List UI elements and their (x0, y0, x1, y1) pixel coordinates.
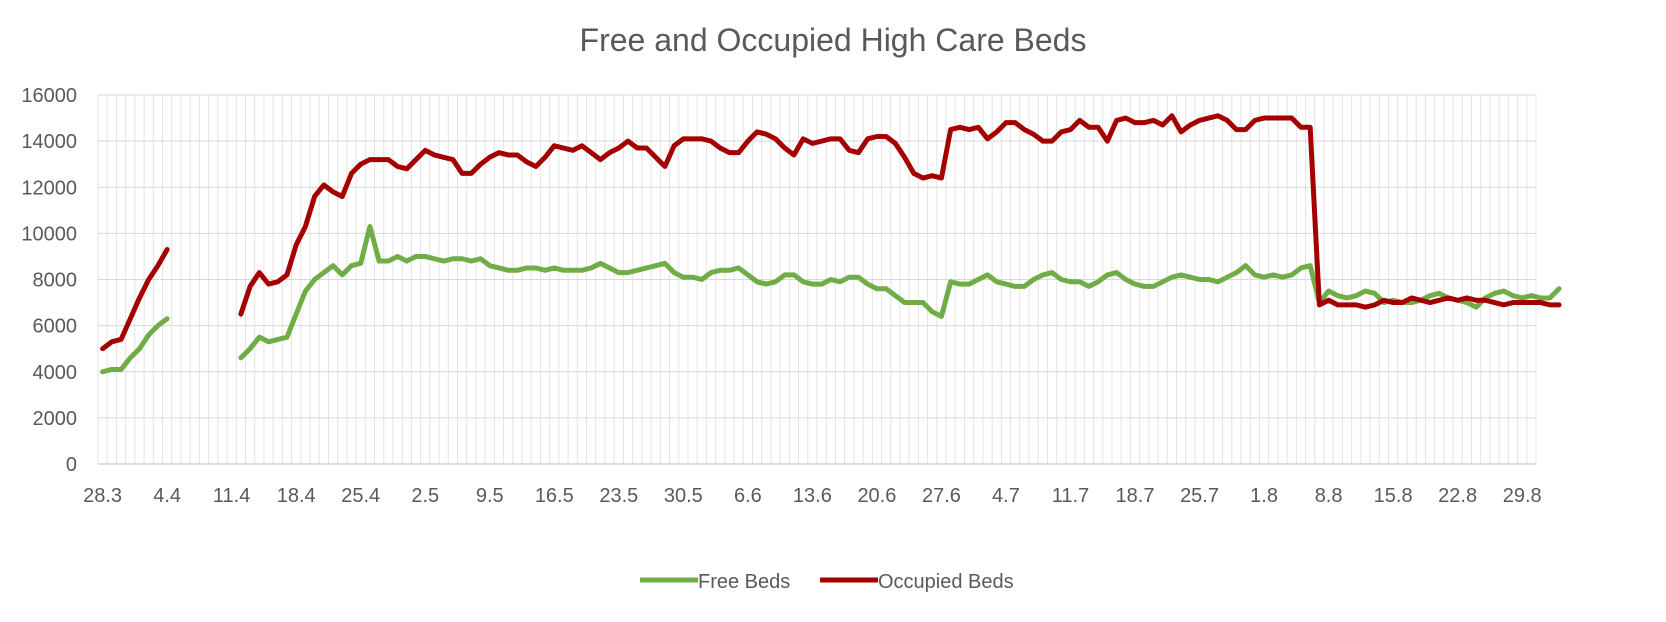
series-line-free-beds (238, 223, 1562, 361)
x-tick-label: 25.7 (1180, 485, 1219, 507)
x-tick-label: 11.7 (1052, 485, 1089, 507)
series-line-occupied-beds (100, 247, 170, 352)
y-tick-label: 10000 (21, 223, 77, 245)
y-tick-label: 16000 (21, 85, 77, 107)
legend-label: Occupied Beds (878, 571, 1014, 593)
y-tick-label: 4000 (33, 362, 78, 384)
legend-label: Free Beds (698, 571, 790, 593)
series-line-free-beds (100, 316, 170, 375)
x-tick-label: 2.5 (411, 485, 439, 507)
x-tick-label: 30.5 (664, 485, 703, 507)
y-tick-label: 12000 (21, 177, 77, 199)
x-tick-label: 4.4 (153, 485, 181, 507)
series-layer (100, 113, 1562, 375)
series-line-occupied-beds (238, 113, 1562, 317)
x-tick-label: 25.4 (341, 485, 380, 507)
x-tick-label: 18.4 (277, 485, 316, 507)
x-tick-label: 16.5 (535, 485, 574, 507)
x-tick-label: 11.4 (213, 485, 250, 507)
x-tick-label: 1.8 (1250, 485, 1278, 507)
x-tick-label: 23.5 (599, 485, 638, 507)
x-tick-label: 9.5 (476, 485, 504, 507)
y-tick-label: 14000 (21, 131, 77, 153)
x-tick-label: 15.8 (1374, 485, 1413, 507)
x-tick-label: 29.8 (1503, 485, 1542, 507)
x-tick-label: 18.7 (1116, 485, 1155, 507)
legend: Free Beds Occupied Beds (640, 571, 1014, 593)
y-tick-label: 8000 (33, 270, 78, 292)
y-tick-label: 2000 (33, 408, 78, 430)
y-tick-label: 0 (66, 454, 77, 476)
axis-layer: 0 2000 4000 6000 8000 10000 12000 14000 16000 28.… (21, 85, 1541, 507)
x-tick-label: 8.8 (1315, 485, 1343, 507)
y-tick-label: 6000 (33, 316, 78, 338)
chart-title: Free and Occupied High Care Beds (579, 22, 1087, 58)
x-tick-label: 13.6 (793, 485, 832, 507)
x-tick-label: 28.3 (83, 485, 122, 507)
x-tick-label: 22.8 (1438, 485, 1477, 507)
x-tick-label: 4.7 (992, 485, 1020, 507)
x-tick-label: 6.6 (734, 485, 762, 507)
x-tick-label: 20.6 (857, 485, 896, 507)
x-tick-label: 27.6 (922, 485, 961, 507)
